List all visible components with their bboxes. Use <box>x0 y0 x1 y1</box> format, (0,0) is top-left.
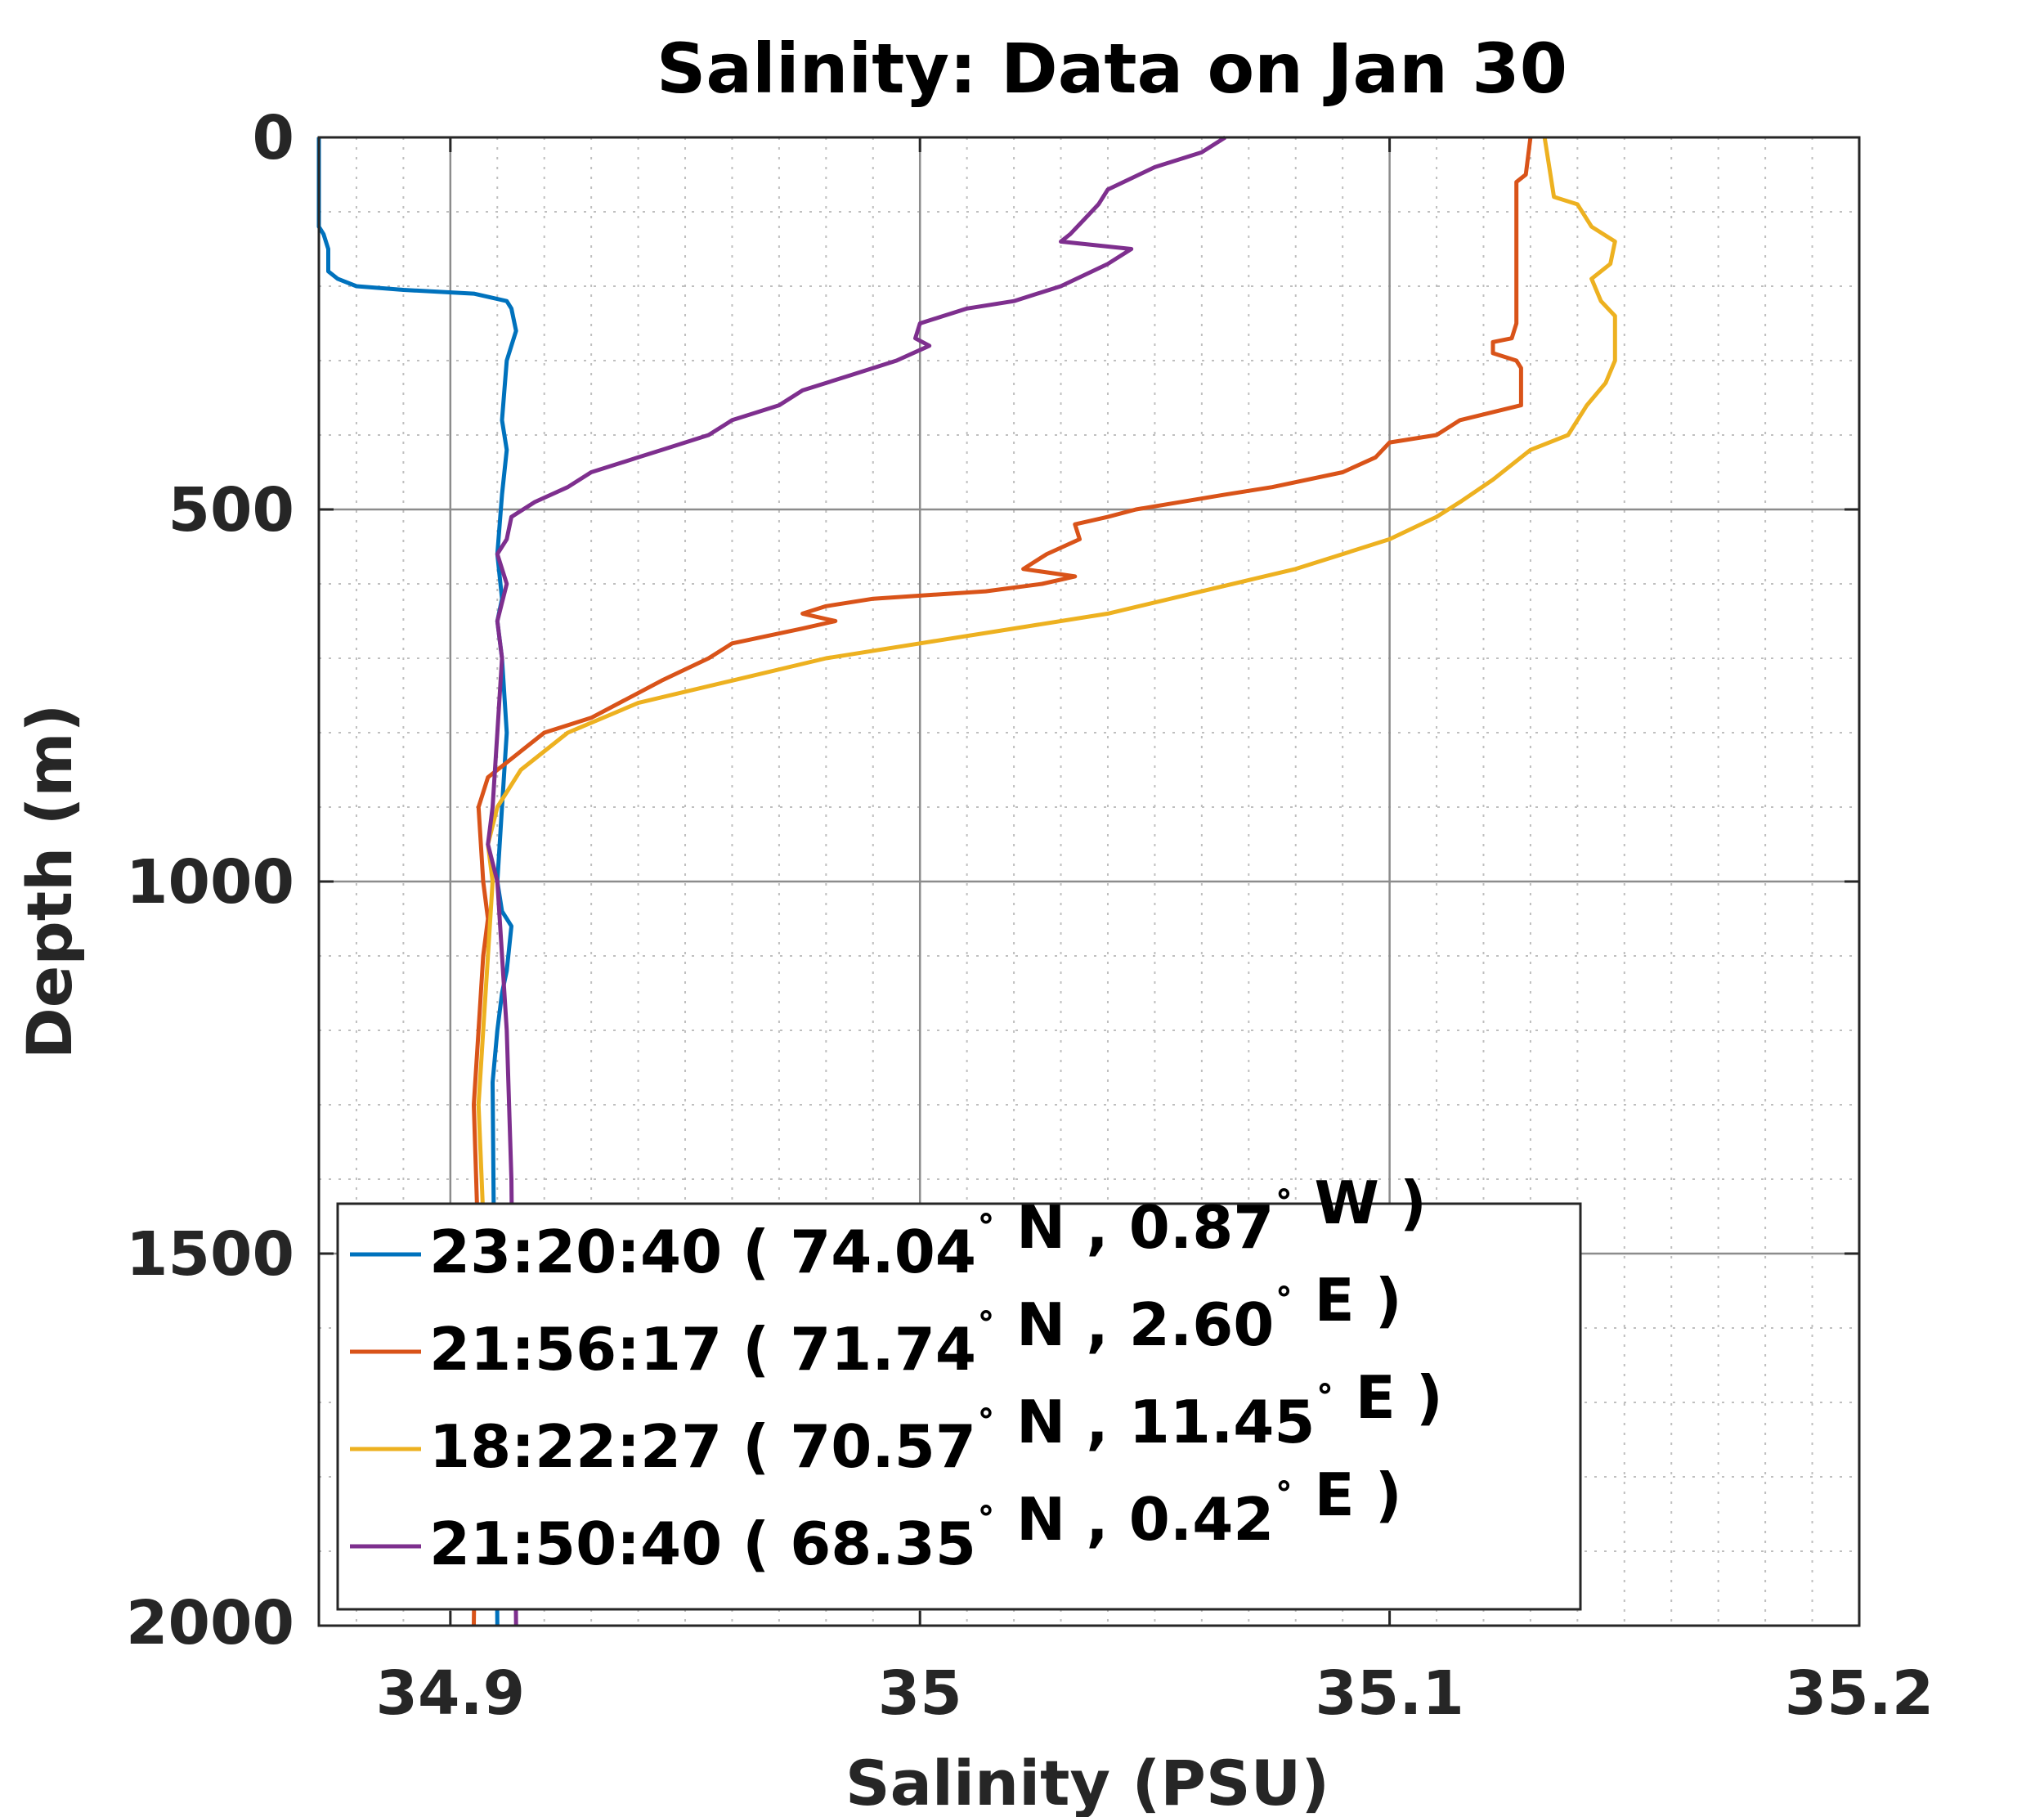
x-tick-label: 35.1 <box>1315 1658 1464 1729</box>
legend-label-3: 18:22:27 ( 70.57˚ N , 11.45˚ E ) <box>429 1363 1443 1481</box>
axis-ticks <box>319 136 1861 1627</box>
x-axis-label: Salinity (PSU) <box>845 1747 1329 1817</box>
y-axis-label: Depth (m) <box>13 704 86 1060</box>
series-line-1 <box>316 137 518 1626</box>
tick-labels: 34.9 35 35.1 35.2 0 500 1000 1500 2000 <box>126 103 1934 1729</box>
series-line-3 <box>476 137 1617 1217</box>
x-tick-label: 35.2 <box>1785 1658 1934 1729</box>
x-tick-label: 34.9 <box>376 1658 526 1729</box>
legend-label-1: 23:20:40 ( 74.04˚ N , 0.87˚ W ) <box>429 1169 1427 1286</box>
series-line-4 <box>486 135 1226 1626</box>
chart-title: Salinity: Data on Jan 30 <box>657 29 1567 109</box>
y-tick-label: 2000 <box>126 1588 294 1658</box>
legend-box <box>336 1202 1582 1611</box>
y-tick-label: 1000 <box>126 847 294 917</box>
legend-label-2: 21:56:17 ( 71.74˚ N , 2.60˚ E ) <box>429 1266 1402 1384</box>
y-tick-label: 500 <box>168 475 294 545</box>
legend-label-4: 21:50:40 ( 68.35˚ N , 0.42˚ E ) <box>429 1460 1402 1578</box>
y-tick-label: 1500 <box>126 1219 294 1290</box>
x-tick-label: 35 <box>878 1658 962 1729</box>
series-layer <box>316 135 1617 1626</box>
y-tick-label: 0 <box>253 103 295 173</box>
legend: 23:20:40 ( 74.04˚ N , 0.87˚ W )21:56:17 … <box>336 1169 1582 1611</box>
series-line-2 <box>472 137 1533 1626</box>
